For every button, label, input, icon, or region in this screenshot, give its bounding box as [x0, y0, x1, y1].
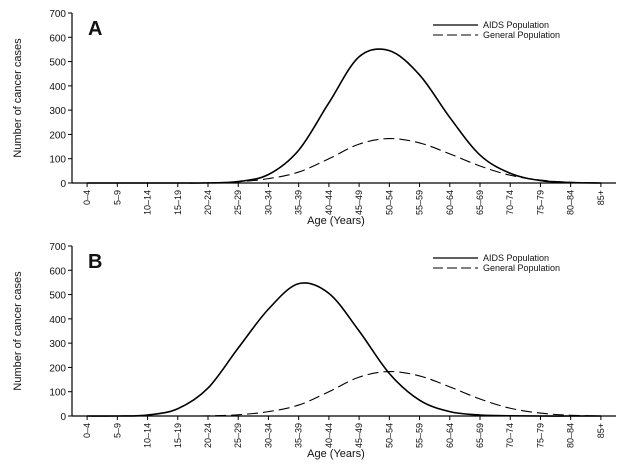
legend-label: AIDS Population: [483, 253, 549, 263]
series-line-aids: [87, 282, 601, 417]
x-tick-label: 75–79: [535, 190, 545, 215]
x-tick-label: 30–34: [263, 423, 273, 448]
panel-label: A: [88, 18, 102, 40]
y-tick-label: 400: [49, 315, 66, 326]
x-axis-title: Age (Years): [307, 448, 365, 460]
x-tick-label: 85+: [596, 190, 606, 205]
chart-panel-a: 0 100 200 300 400 500 600 700 0–4 5–9 10–14 15–19 20…: [12, 9, 616, 227]
legend-label: AIDS Population: [483, 20, 549, 30]
y-tick-label: 500: [49, 58, 66, 69]
y-tick-label: 0: [60, 412, 66, 423]
x-tick-label: 85+: [596, 423, 606, 438]
x-tick-label: 70–74: [505, 423, 515, 448]
x-tick-label: 50–54: [384, 423, 394, 448]
x-tick-label: 20–24: [203, 190, 213, 215]
x-tick-label: 45–49: [354, 190, 364, 215]
x-tick-label: 25–29: [233, 423, 243, 448]
x-tick-label: 25–29: [233, 190, 243, 215]
x-axis-title: Age (Years): [307, 215, 365, 227]
x-tick-label: 65–69: [475, 190, 485, 215]
x-tick-label: 60–64: [445, 423, 455, 448]
y-tick-label: 200: [49, 363, 66, 374]
x-tick-label: 45–49: [354, 423, 364, 448]
y-tick-label: 100: [49, 155, 66, 166]
panel-label: B: [88, 251, 102, 273]
x-tick-label: 35–39: [294, 190, 304, 215]
y-tick-label: 300: [49, 339, 66, 350]
x-tick-label: 60–64: [445, 190, 455, 215]
x-tick-label: 15–19: [173, 423, 183, 448]
x-tick-label: 35–39: [294, 423, 304, 448]
x-tick-label: 55–59: [415, 190, 425, 215]
x-tick-label: 30–34: [263, 190, 273, 215]
x-tick-label: 20–24: [203, 423, 213, 448]
legend-label: General Population: [483, 30, 560, 40]
x-tick-label: 55–59: [415, 423, 425, 448]
x-tick-label: 0–4: [82, 190, 92, 205]
x-tick-label: 80–84: [566, 423, 576, 448]
x-tick-label: 70–74: [505, 190, 515, 215]
x-tick-label: 65–69: [475, 423, 485, 448]
series-line-general: [87, 138, 601, 184]
x-tick-label: 5–9: [112, 423, 122, 438]
y-tick-label: 700: [49, 242, 66, 253]
series-line-aids: [87, 48, 601, 184]
legend-label: General Population: [483, 263, 560, 273]
x-tick-label: 80–84: [566, 190, 576, 215]
x-tick-label: 10–14: [143, 423, 153, 448]
x-tick-label: 50–54: [384, 190, 394, 215]
y-tick-label: 300: [49, 106, 66, 117]
y-tick-label: 200: [49, 130, 66, 141]
x-tick-label: 0–4: [82, 423, 92, 438]
x-tick-label: 10–14: [143, 190, 153, 215]
y-tick-label: 400: [49, 82, 66, 93]
x-tick-label: 40–44: [324, 190, 334, 215]
y-axis-title: Number of cancer cases: [12, 38, 24, 158]
x-tick-label: 5–9: [112, 190, 122, 205]
chart-panel-b: 0 100 200 300 400 500 600 700 0–4 5–9 10–14 15–19 20…: [12, 242, 616, 460]
series-line-general: [87, 371, 601, 417]
y-tick-label: 600: [49, 266, 66, 277]
y-tick-label: 600: [49, 33, 66, 44]
y-axis-title: Number of cancer cases: [12, 271, 24, 391]
x-tick-label: 75–79: [535, 423, 545, 448]
y-tick-label: 100: [49, 388, 66, 399]
y-tick-label: 700: [49, 9, 66, 20]
x-tick-label: 40–44: [324, 423, 334, 448]
y-tick-label: 0: [60, 179, 66, 190]
y-tick-label: 500: [49, 291, 66, 302]
x-tick-label: 15–19: [173, 190, 183, 215]
